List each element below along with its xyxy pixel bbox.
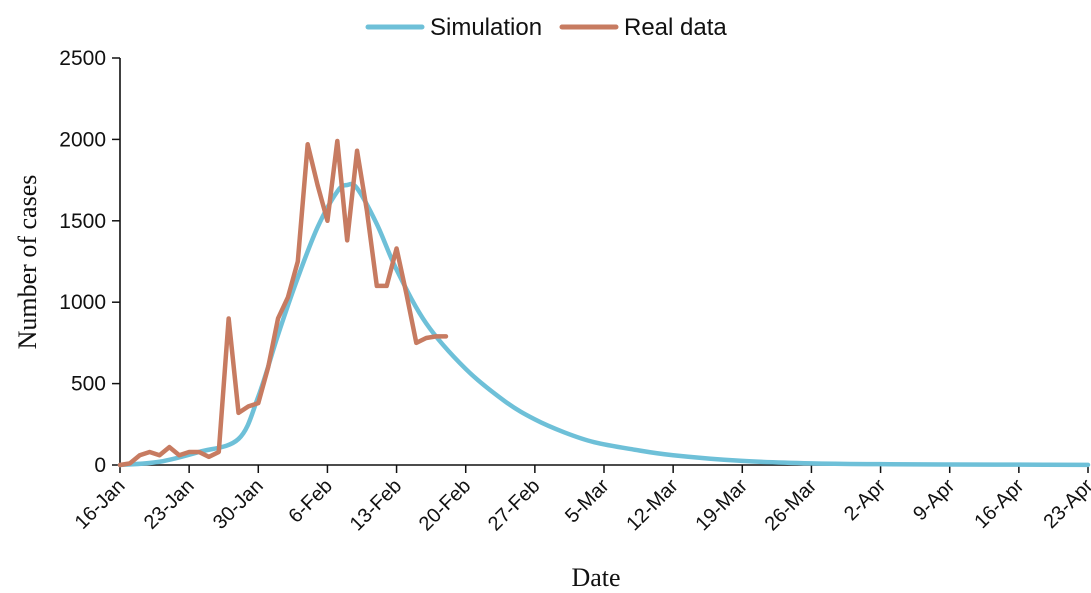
- x-tick-label: 16-Jan: [71, 475, 130, 534]
- legend-label: Real data: [624, 14, 727, 41]
- y-tick-label: 2500: [59, 47, 106, 70]
- x-tick-label: 20-Feb: [415, 475, 475, 535]
- legend: Simulation Real data: [365, 14, 727, 41]
- y-tick-label: 2000: [59, 128, 106, 151]
- legend-label: Simulation: [430, 14, 542, 41]
- x-tick-label: 13-Feb: [346, 475, 406, 535]
- x-tick-label: 2-Apr: [840, 475, 890, 525]
- x-tick-label: 23-Apr: [1040, 475, 1091, 533]
- x-tick-label: 6-Feb: [284, 475, 337, 528]
- axes: 0 500 1000 1500 2000 2500 16-Jan 23-Jan 30-Jan 6-…: [13, 47, 1091, 592]
- y-tick-label: 1000: [59, 291, 106, 314]
- x-tick-label: 27-Feb: [484, 475, 544, 535]
- series-line-simulation: [117, 181, 1091, 468]
- y-tick-label: 0: [94, 454, 106, 477]
- x-axis-title: Date: [571, 563, 620, 592]
- y-tick-label: 1500: [59, 210, 106, 233]
- y-axis-title: Number of cases: [13, 175, 42, 350]
- x-tick-label: 16-Apr: [970, 475, 1028, 533]
- x-tick-label: 19-Mar: [691, 475, 752, 536]
- plot-area: [117, 138, 1091, 468]
- x-tick-label: 12-Mar: [622, 475, 683, 536]
- x-tick-label: 26-Mar: [761, 475, 822, 536]
- x-tick-label: 30-Jan: [209, 475, 268, 534]
- series-line-real-data: [117, 138, 449, 468]
- y-tick-label: 500: [71, 373, 106, 396]
- x-tick-label: 9-Apr: [909, 475, 959, 525]
- x-tick-label: 23-Jan: [140, 475, 199, 534]
- x-tick-label: 5-Mar: [561, 475, 614, 528]
